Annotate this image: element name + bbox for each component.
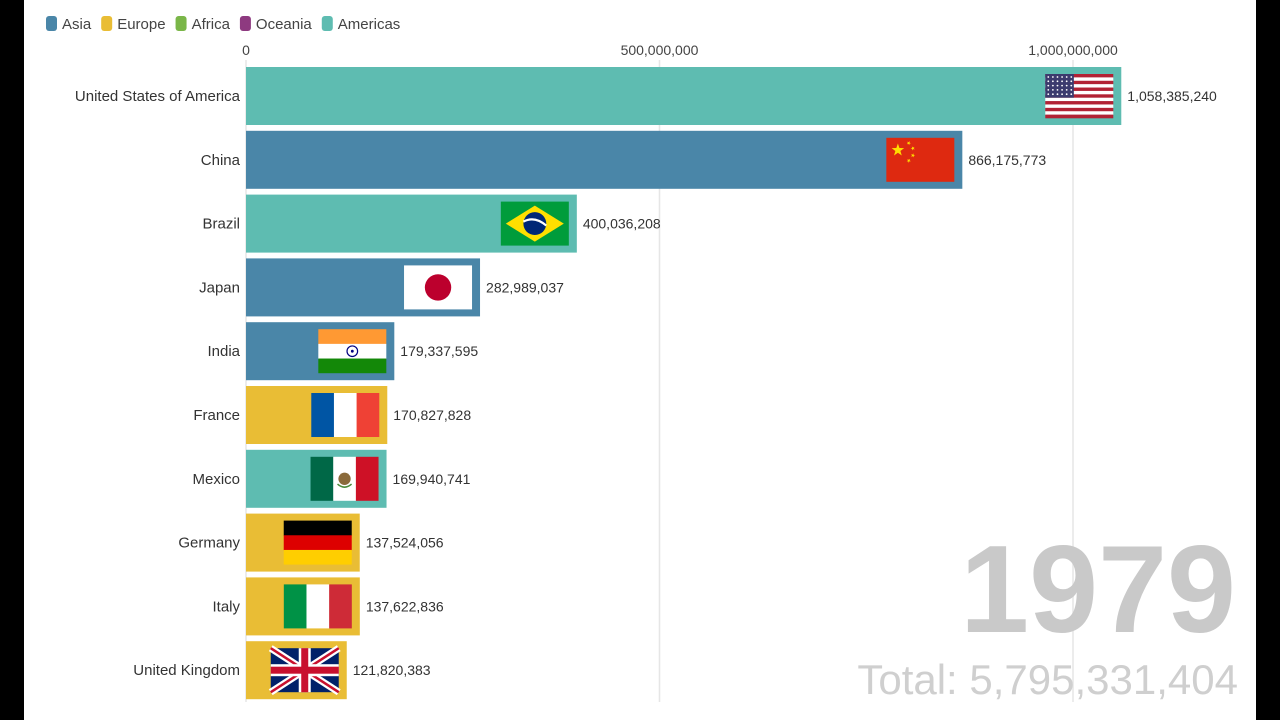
bar xyxy=(246,67,1122,125)
usa-flag-icon xyxy=(1045,74,1114,119)
mexico-flag-icon xyxy=(310,456,379,501)
legend-swatch xyxy=(239,16,251,31)
germany-flag-icon xyxy=(283,520,352,565)
value-label: 179,337,595 xyxy=(400,343,478,359)
bar-row-india: India 179,337,595 xyxy=(207,322,478,381)
legend-item-europe: Europe xyxy=(101,16,166,33)
value-label: 1,058,385,240 xyxy=(1127,88,1217,104)
chart-stage: Asia Europe Africa Oceania Americas 0 500,000,… xyxy=(24,0,1256,720)
legend-swatch xyxy=(175,16,187,31)
bar-row-germany: Germany 137,524,056 xyxy=(178,513,444,572)
legend-label: Oceania xyxy=(256,16,313,33)
legend-label: Europe xyxy=(117,16,165,33)
legend-label: Asia xyxy=(62,16,92,33)
legend-item-asia: Asia xyxy=(46,16,92,33)
bar-row-mexico: Mexico 169,940,741 xyxy=(192,449,471,508)
uk-flag-icon xyxy=(268,645,341,696)
category-label: China xyxy=(201,152,241,169)
italy-flag-icon xyxy=(283,584,352,629)
legend-swatch xyxy=(101,16,113,31)
category-label: Italy xyxy=(212,598,240,615)
bar-row-brazil: Brazil 400,036,208 xyxy=(202,194,661,253)
value-label: 170,827,828 xyxy=(393,407,471,423)
bar-row-united-kingdom: United Kingdom 121,820,383 xyxy=(133,641,431,700)
value-label: 400,036,208 xyxy=(583,216,661,232)
category-label: India xyxy=(207,343,240,360)
france-flag-icon xyxy=(311,393,380,437)
legend-label: Africa xyxy=(192,16,231,33)
bar-row-japan: Japan 282,989,037 xyxy=(199,258,564,317)
bar xyxy=(246,130,963,189)
x-tick-label: 0 xyxy=(242,42,250,58)
x-tick-label: 500,000,000 xyxy=(621,42,699,58)
legend-item-oceania: Oceania xyxy=(239,16,313,33)
value-label: 137,622,836 xyxy=(366,598,444,614)
legend-swatch xyxy=(46,16,57,31)
category-label: Brazil xyxy=(202,216,240,233)
category-label: Japan xyxy=(199,279,240,296)
value-label: 169,940,741 xyxy=(393,471,471,487)
total-label: Total: 5,795,331,404 xyxy=(857,656,1238,703)
legend-label: Americas xyxy=(338,16,401,33)
value-label: 282,989,037 xyxy=(486,279,564,295)
bar-chart-race: Asia Europe Africa Oceania Americas 0 500,000,… xyxy=(46,16,1238,703)
legend-swatch xyxy=(321,16,333,31)
category-label: United Kingdom xyxy=(133,662,240,679)
bar-row-france: France 170,827,828 xyxy=(193,386,471,444)
category-label: Mexico xyxy=(192,471,240,488)
china-flag-icon xyxy=(886,137,955,182)
bar-row-united-states-of-america: United States of America 1,058,385,240 xyxy=(75,67,1217,125)
japan-flag-icon xyxy=(404,265,473,310)
brazil-flag-icon xyxy=(500,201,569,246)
value-label: 121,820,383 xyxy=(353,662,431,678)
x-tick-label: 1,000,000,000 xyxy=(1028,42,1118,58)
category-label: Germany xyxy=(178,535,240,552)
india-flag-icon xyxy=(318,329,387,374)
bar-row-china: China 866,175,773 xyxy=(201,130,1046,189)
value-label: 137,524,056 xyxy=(366,535,444,551)
legend-item-americas: Americas xyxy=(321,16,401,33)
legend-item-africa: Africa xyxy=(175,16,231,33)
bar-row-italy: Italy 137,622,836 xyxy=(212,577,444,636)
value-label: 866,175,773 xyxy=(968,152,1046,168)
category-label: France xyxy=(193,407,240,424)
category-label: United States of America xyxy=(75,88,241,105)
year-label: 1979 xyxy=(960,521,1236,659)
